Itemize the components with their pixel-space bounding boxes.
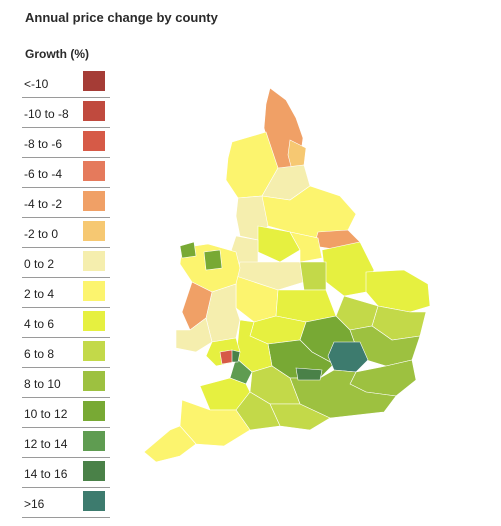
legend-item-label: 2 to 4 — [24, 287, 55, 301]
legend-item: 14 to 16 — [22, 458, 110, 488]
county-berkshire[interactable] — [295, 367, 323, 381]
legend-swatch — [83, 281, 105, 301]
county-conwy[interactable] — [203, 249, 223, 271]
legend-title: Growth (%) — [25, 47, 89, 61]
legend-item-label: 0 to 2 — [24, 257, 55, 271]
legend-item: 12 to 14 — [22, 428, 110, 458]
legend-swatch — [83, 191, 105, 211]
legend-item: -10 to -8 — [22, 98, 110, 128]
legend-item-label: -8 to -6 — [24, 137, 63, 151]
legend-item: 2 to 4 — [22, 278, 110, 308]
legend-swatch — [83, 491, 105, 511]
legend-item: >16 — [22, 488, 110, 518]
legend-item: 10 to 12 — [22, 398, 110, 428]
legend-swatch — [83, 161, 105, 181]
legend-swatch — [83, 71, 105, 91]
legend-swatch — [83, 311, 105, 331]
legend-item-label: 6 to 8 — [24, 347, 55, 361]
legend-item-label: >16 — [24, 497, 45, 511]
legend-swatch — [83, 131, 105, 151]
map-title: Annual price change by county — [25, 10, 218, 25]
county-norfolk[interactable] — [365, 269, 431, 313]
county-south-yorkshire[interactable] — [289, 231, 323, 263]
legend-item-label: -2 to 0 — [24, 227, 59, 241]
legend-swatch — [83, 251, 105, 271]
legend-item-label: 8 to 10 — [24, 377, 61, 391]
county-cornwall[interactable] — [143, 425, 197, 463]
legend-item: 8 to 10 — [22, 368, 110, 398]
county-newport[interactable] — [231, 349, 241, 363]
legend-swatch — [83, 341, 105, 361]
legend: <-10 -10 to -8 -8 to -6 -6 to -4 -4 to -2 -2 … — [22, 68, 110, 518]
legend-swatch — [83, 431, 105, 451]
county-leicestershire[interactable] — [275, 289, 337, 323]
legend-item: -6 to -4 — [22, 158, 110, 188]
legend-item: 4 to 6 — [22, 308, 110, 338]
legend-swatch — [83, 401, 105, 421]
legend-item-label: -6 to -4 — [24, 167, 63, 181]
legend-item: -8 to -6 — [22, 128, 110, 158]
legend-item: -4 to -2 — [22, 188, 110, 218]
legend-swatch — [83, 461, 105, 481]
legend-item: <-10 — [22, 68, 110, 98]
county-nottinghamshire[interactable] — [299, 261, 327, 291]
legend-item-label: 12 to 14 — [24, 437, 68, 451]
legend-swatch — [83, 371, 105, 391]
legend-item-label: -4 to -2 — [24, 197, 63, 211]
legend-item: 6 to 8 — [22, 338, 110, 368]
county-anglesey[interactable] — [179, 241, 197, 259]
legend-item-label: 4 to 6 — [24, 317, 55, 331]
legend-swatch — [83, 221, 105, 241]
legend-item-label: 10 to 12 — [24, 407, 68, 421]
county-greater-london[interactable] — [327, 341, 369, 373]
legend-item-label: 14 to 16 — [24, 467, 68, 481]
legend-swatch — [83, 101, 105, 121]
legend-item-label: -10 to -8 — [24, 107, 69, 121]
legend-item: -2 to 0 — [22, 218, 110, 248]
legend-item-label: <-10 — [24, 77, 49, 91]
legend-item: 0 to 2 — [22, 248, 110, 278]
